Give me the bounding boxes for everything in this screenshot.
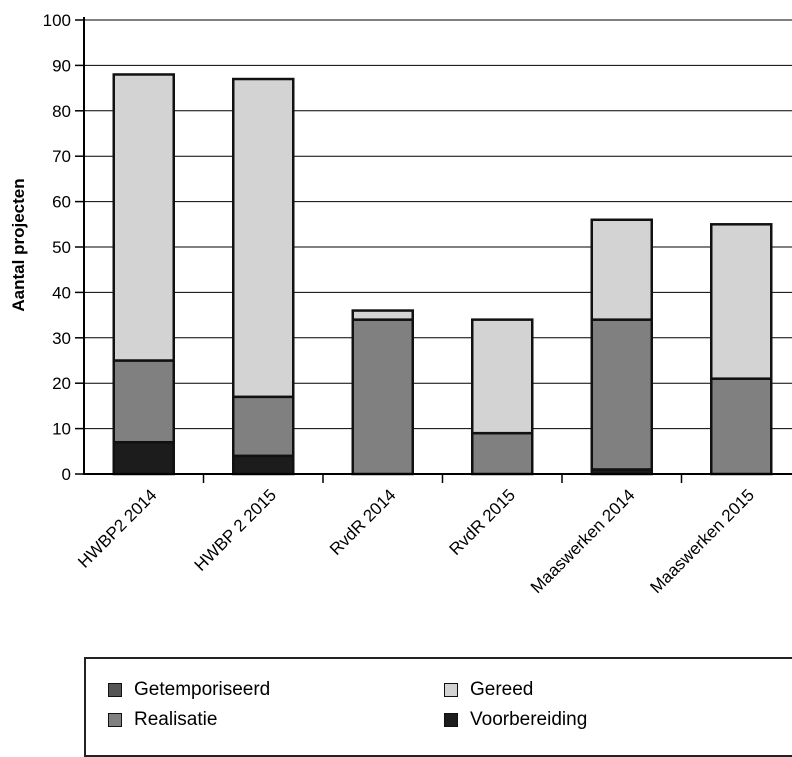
bar-segment-voorbereiding	[232, 454, 295, 476]
bar-segment-gereed	[351, 309, 414, 321]
x-tick-label: RvdR 2014	[326, 485, 400, 559]
y-tick-label: 60	[52, 193, 71, 212]
bar-segment-realisatie	[471, 431, 534, 476]
y-tick-label: 10	[52, 420, 71, 439]
x-tick-label: Maaswerken 2014	[527, 485, 639, 597]
axes	[75, 17, 792, 483]
y-axis-label: Aantal projecten	[9, 178, 28, 311]
legend-swatch	[444, 683, 458, 697]
bar-segment-realisatie	[112, 359, 175, 444]
bar-segment-realisatie	[590, 318, 653, 471]
legend-item-getemporiseerd: Getemporiseerd	[108, 679, 270, 701]
x-tick-label: HWBP2 2014	[74, 485, 160, 571]
legend-label: Realisatie	[134, 709, 218, 730]
x-tick-label: RvdR 2015	[445, 485, 519, 559]
legend-item-gereed: Gereed	[444, 679, 533, 701]
x-tick-label: Maaswerken 2015	[646, 485, 758, 597]
bar-segment-realisatie	[710, 377, 773, 476]
x-tick-label: HWBP 2 2015	[191, 485, 280, 574]
legend-swatch	[108, 713, 122, 727]
x-tick-labels: HWBP2 2014 HWBP 2 2015 RvdR 2014 RvdR 2015 M…	[74, 485, 758, 597]
y-tick-label: 70	[52, 147, 71, 166]
y-tick-label: 20	[52, 374, 71, 393]
y-tick-label: 40	[52, 283, 71, 302]
bars	[112, 73, 773, 476]
y-tick-labels: 0 10 20 30 40 50 60 70 80 90 100	[43, 11, 71, 484]
y-tick-label: 100	[43, 11, 71, 30]
y-tick-label: 30	[52, 329, 71, 348]
bar-segment-gereed	[232, 77, 295, 399]
bar-segment-realisatie	[351, 318, 414, 476]
legend-swatch	[108, 683, 122, 697]
bar-segment-gereed	[590, 218, 653, 321]
legend-label: Voorbereiding	[470, 709, 588, 730]
y-tick-label: 50	[52, 238, 71, 257]
bar-segment-gereed	[112, 73, 175, 362]
stacked-bar-chart: 0 10 20 30 40 50 60 70 80 90 100 HWBP2 2014 HWBP 2 …	[9, 11, 792, 597]
legend-swatch	[444, 713, 458, 727]
legend-item-realisatie: Realisatie	[108, 709, 217, 731]
legend-label: Gereed	[470, 679, 534, 700]
y-tick-label: 0	[62, 465, 71, 484]
bar-segment-realisatie	[232, 395, 295, 458]
legend: Getemporiseerd Gereed Realisatie Voorber…	[84, 657, 792, 757]
y-tick-label: 80	[52, 102, 71, 121]
legend-item-voorbereiding: Voorbereiding	[444, 709, 587, 731]
gridlines	[84, 19, 792, 430]
y-tick-label: 90	[52, 56, 71, 75]
legend-label: Getemporiseerd	[134, 679, 271, 700]
bar-segment-gereed	[710, 223, 773, 380]
bar-segment-gereed	[471, 318, 534, 435]
bar-segment-voorbereiding	[112, 440, 175, 476]
